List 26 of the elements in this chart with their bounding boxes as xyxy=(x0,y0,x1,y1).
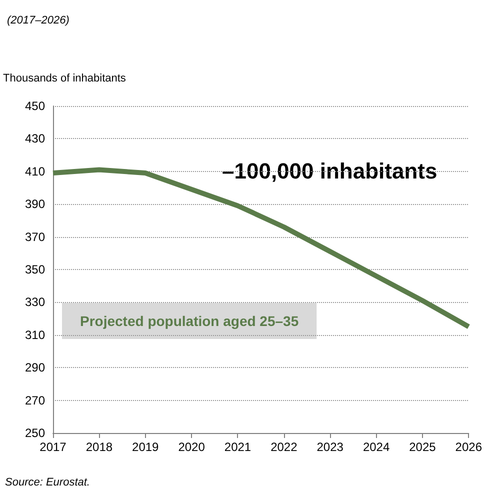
y-tick-label: 390 xyxy=(24,197,46,212)
y-tick-label: 270 xyxy=(24,393,46,408)
y-tick-label: 410 xyxy=(24,164,46,178)
x-tick-label: 2017 xyxy=(40,440,67,454)
y-tick-label: 370 xyxy=(24,230,46,244)
source-note: Source: Eurostat. xyxy=(5,476,90,488)
x-tick-label: 2019 xyxy=(132,440,160,454)
annotation: Projected population aged 25–35 xyxy=(80,313,299,329)
x-tick-label: 2024 xyxy=(362,440,390,454)
y-tick-label: 450 xyxy=(24,99,46,113)
y-tick-label: 350 xyxy=(24,262,46,276)
x-tick-label: 2025 xyxy=(409,440,436,454)
y-tick-label: 290 xyxy=(24,360,46,375)
y-tick-label: 330 xyxy=(24,295,46,310)
y-tick-label: 310 xyxy=(24,328,46,342)
x-tick-label: 2026 xyxy=(455,440,482,454)
x-tick-label: 2020 xyxy=(178,440,206,454)
annotation: –100,000 inhabitants xyxy=(222,158,438,184)
y-axis-title: Thousands of inhabitants xyxy=(3,72,126,84)
y-tick-label: 430 xyxy=(24,132,46,146)
chart-title: (2017–2026) xyxy=(7,14,70,26)
x-tick-label: 2018 xyxy=(86,440,113,454)
y-tick-label: 250 xyxy=(24,426,46,440)
x-tick-label: 2023 xyxy=(316,440,344,454)
x-tick-label: 2022 xyxy=(270,440,298,454)
x-tick-label: 2021 xyxy=(224,440,252,454)
